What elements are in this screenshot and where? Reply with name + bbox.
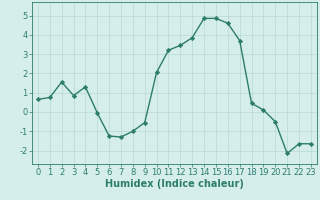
X-axis label: Humidex (Indice chaleur): Humidex (Indice chaleur) <box>105 179 244 189</box>
